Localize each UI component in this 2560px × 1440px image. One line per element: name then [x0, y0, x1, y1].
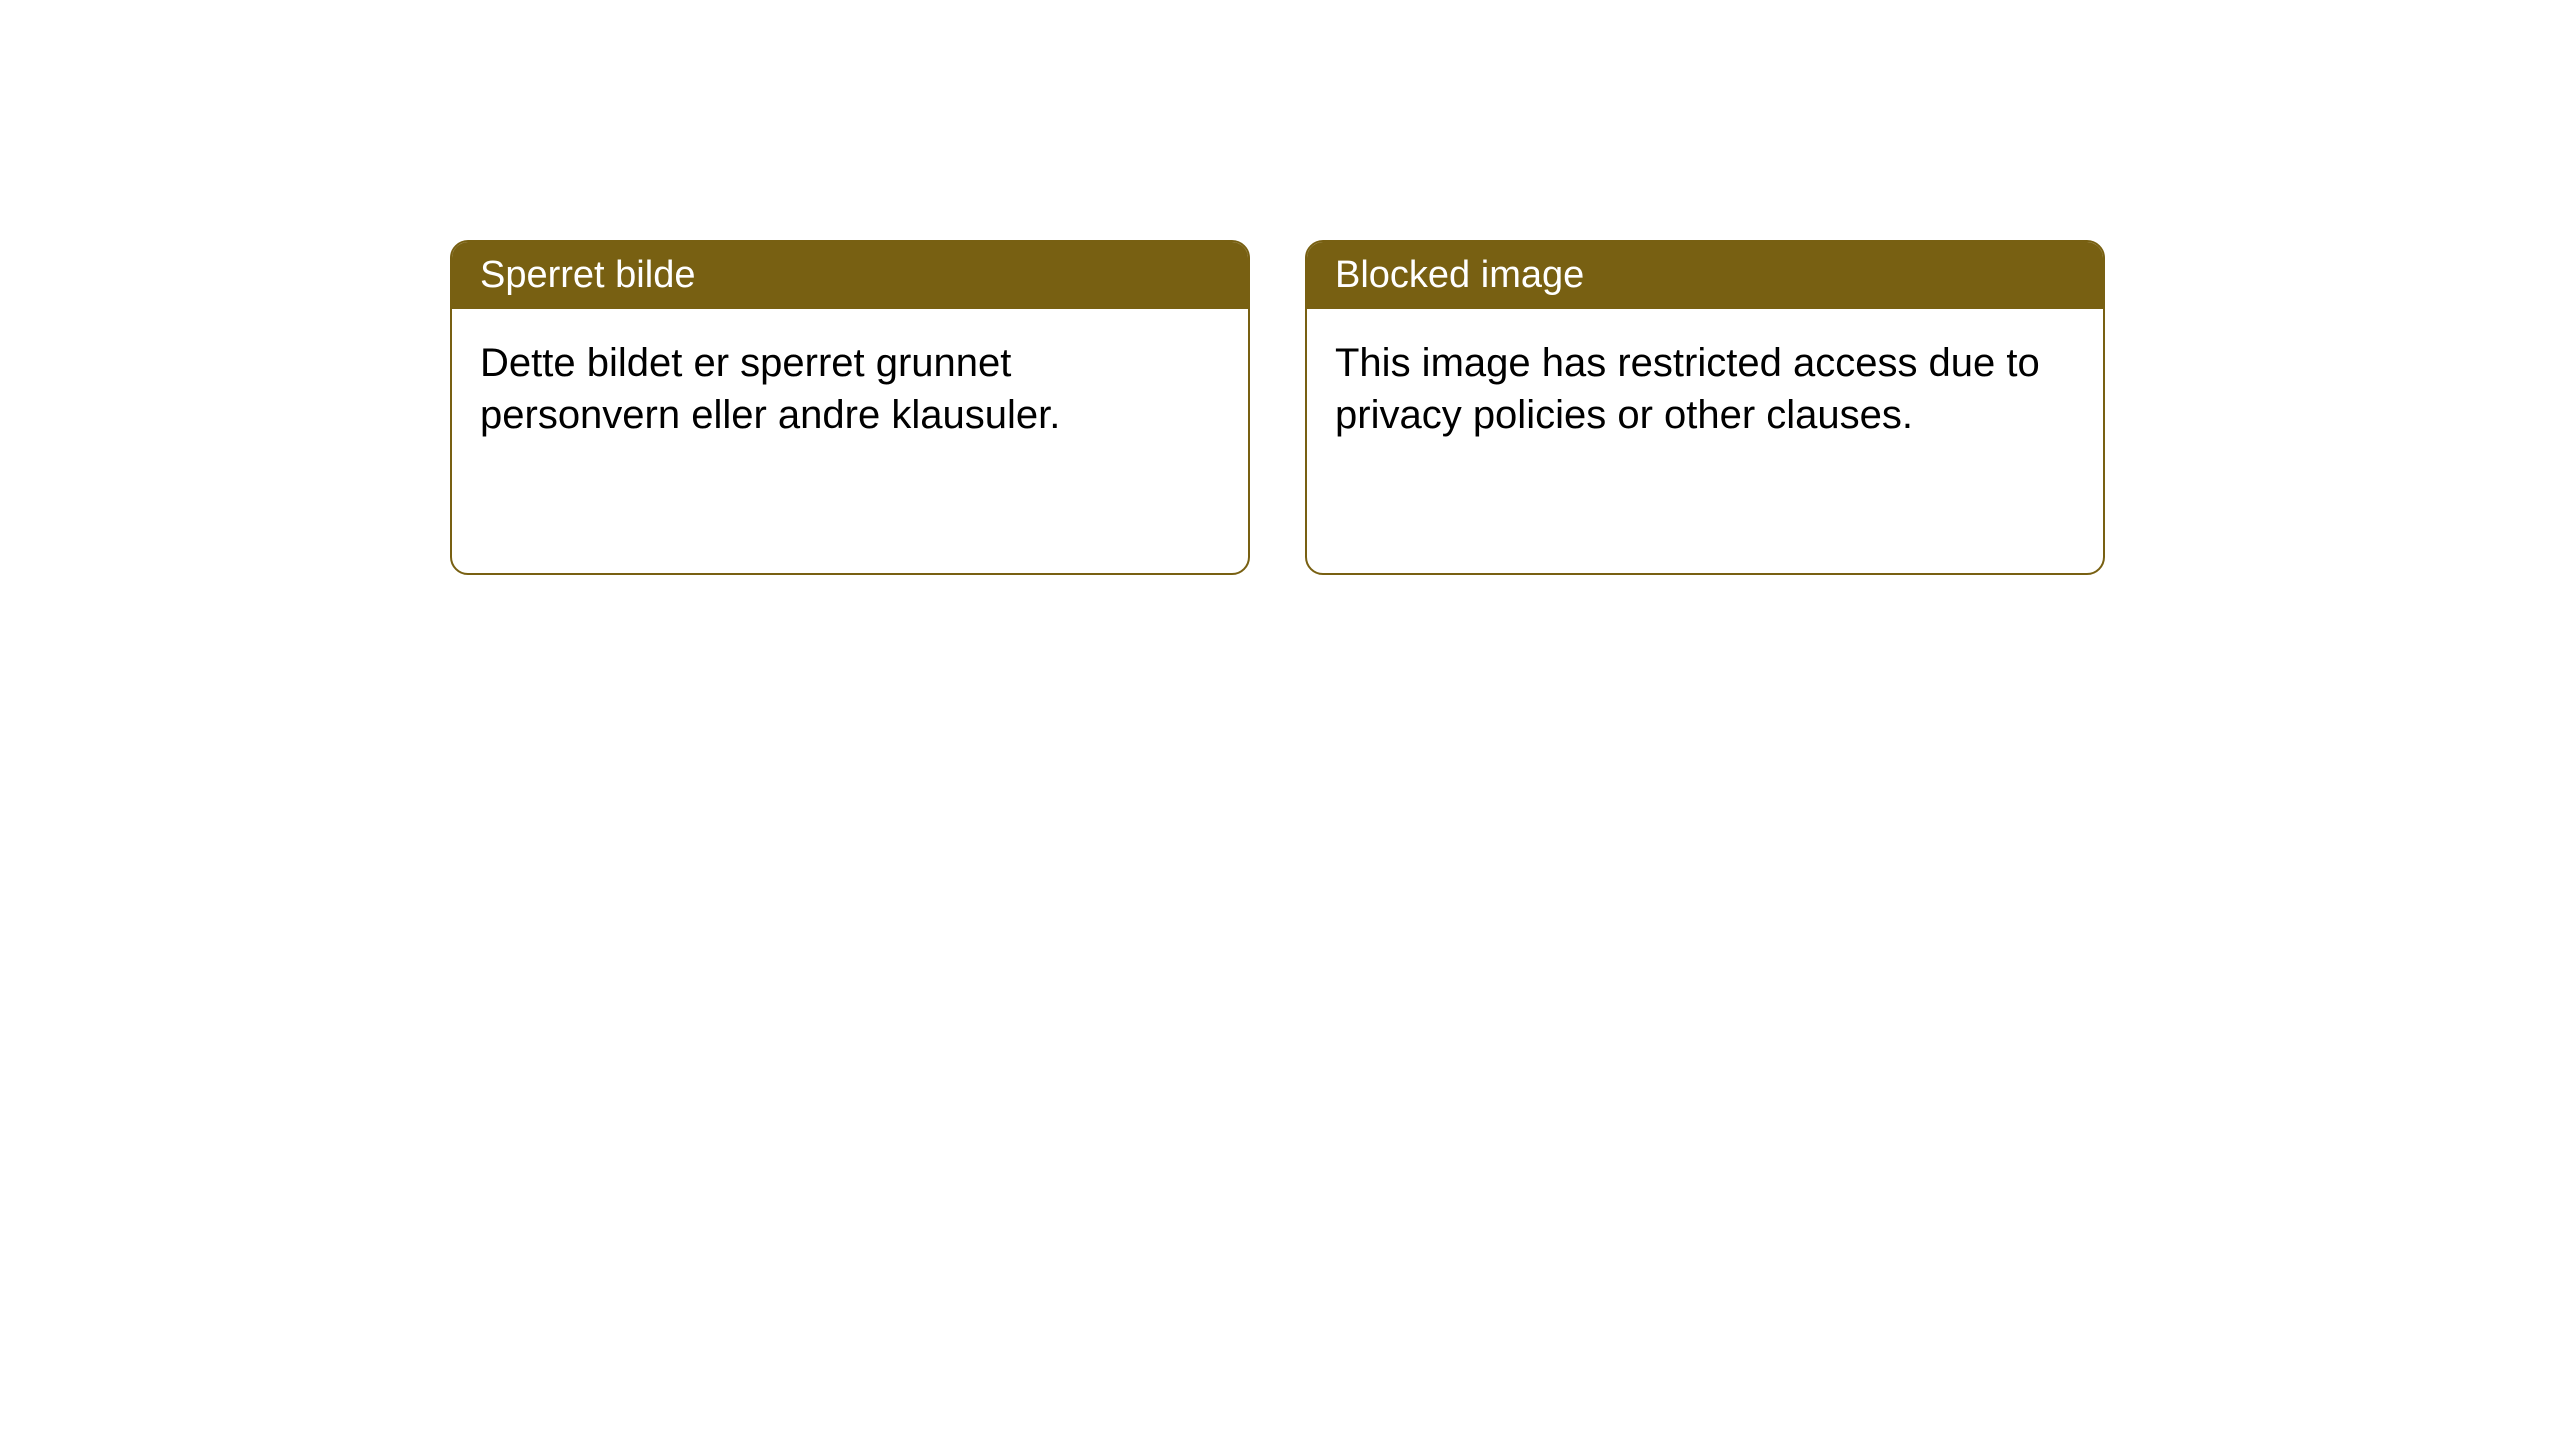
card-title: Sperret bilde — [480, 254, 695, 296]
card-body: Dette bildet er sperret grunnet personve… — [452, 309, 1248, 469]
card-title: Blocked image — [1335, 254, 1584, 296]
card-header: Blocked image — [1307, 242, 2103, 309]
card-header: Sperret bilde — [452, 242, 1248, 309]
blocked-image-card-english: Blocked image This image has restricted … — [1305, 240, 2105, 575]
notice-cards-container: Sperret bilde Dette bildet er sperret gr… — [450, 240, 2560, 575]
card-body: This image has restricted access due to … — [1307, 309, 2103, 469]
card-body-text: Dette bildet er sperret grunnet personve… — [480, 341, 1060, 437]
blocked-image-card-norwegian: Sperret bilde Dette bildet er sperret gr… — [450, 240, 1250, 575]
card-body-text: This image has restricted access due to … — [1335, 341, 2040, 437]
